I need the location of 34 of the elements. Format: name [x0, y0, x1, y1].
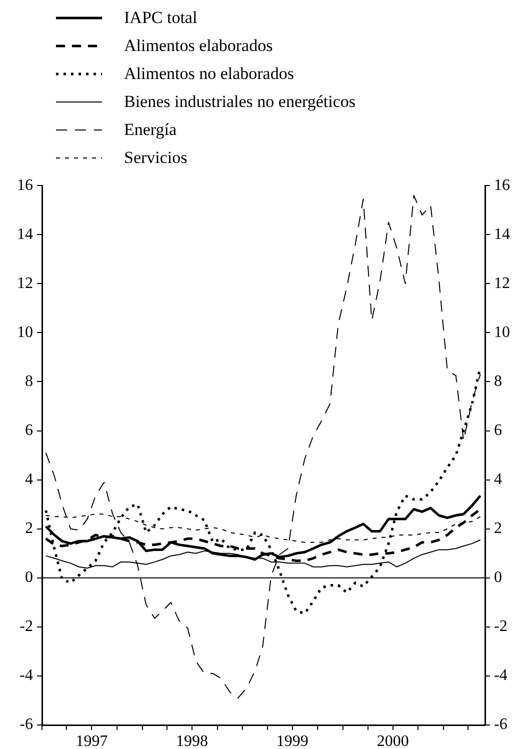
y-tick-label: 6: [25, 422, 33, 439]
legend-label: Energía: [124, 119, 177, 141]
x-tick-label: 2000: [376, 732, 409, 749]
y2-tick-label: 6: [494, 422, 502, 439]
y2-tick-label: 10: [494, 324, 510, 341]
legend-label: Alimentos elaborados: [124, 35, 273, 57]
y-tick-label: -4: [20, 667, 33, 684]
y2-tick-label: 14: [494, 226, 510, 243]
y-tick-label: 2: [25, 520, 33, 538]
y-tick-label: 14: [17, 226, 33, 243]
legend-label: Servicios: [124, 147, 188, 169]
y-tick-label: 4: [25, 471, 33, 488]
y-tick-label: 8: [25, 372, 33, 390]
x-tick-label: 1999: [276, 732, 308, 749]
y2-tick-label: 0: [494, 569, 502, 586]
y-tick-label: 16: [17, 176, 33, 194]
y-tick-label: -6: [20, 716, 33, 734]
y2-tick-label: 4: [494, 471, 502, 488]
y2-tick-label: 2: [494, 520, 502, 538]
y2-tick-label: 8: [494, 372, 502, 390]
y-tick-label: 0: [25, 569, 33, 586]
legend-label: IAPC total: [124, 7, 198, 29]
legend-label: Bienes industriales no energéticos: [124, 91, 356, 113]
y2-tick-label: -6: [494, 716, 508, 734]
y2-tick-label: -4: [494, 667, 508, 684]
x-tick-label: 1998: [176, 732, 208, 749]
y-tick-label: -2: [20, 618, 33, 636]
y-tick-label: 12: [17, 274, 33, 292]
y-tick-label: 10: [17, 324, 33, 341]
y2-tick-label: 12: [494, 274, 510, 292]
legend-label: Alimentos no elaborados: [124, 63, 294, 85]
x-tick-label: 1997: [76, 732, 108, 749]
y2-tick-label: -2: [494, 618, 508, 636]
y2-tick-label: 16: [494, 176, 510, 194]
